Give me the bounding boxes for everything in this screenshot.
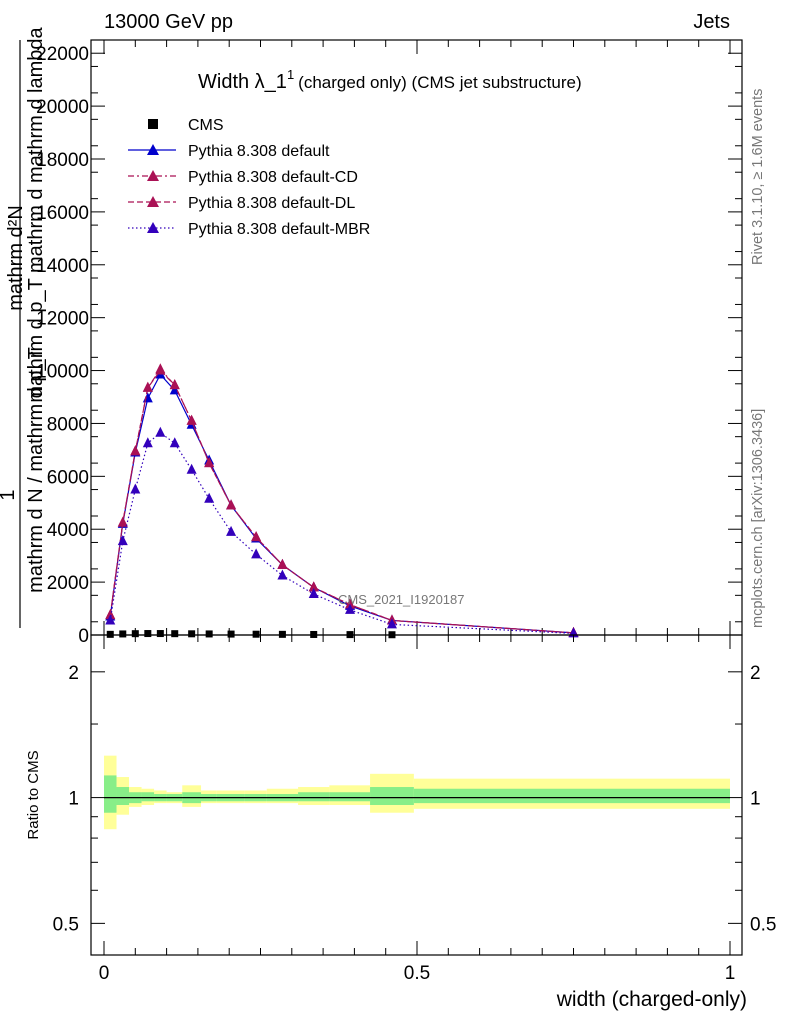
header-energy: 13000 GeV pp — [104, 11, 233, 33]
ratio-y-tick-label: 0.5 — [53, 914, 79, 935]
header-process: Jets — [693, 11, 730, 33]
series-point-4 — [277, 569, 288, 580]
legend-label: Pythia 8.308 default-DL — [188, 195, 355, 212]
x-tick-label: 0.5 — [404, 963, 430, 984]
series-point-4 — [251, 548, 262, 559]
x-tick-label: 1 — [725, 963, 736, 984]
inner-uncertainty-band — [370, 787, 414, 806]
cms-data-point — [106, 630, 114, 638]
legend-label: CMS — [188, 117, 224, 134]
inner-uncertainty-band — [298, 792, 330, 802]
series-point-4 — [308, 588, 319, 599]
series-point-3 — [308, 581, 319, 592]
y-tick-label: 0 — [78, 626, 89, 647]
series-point-3 — [204, 457, 215, 468]
cms-data-point — [144, 630, 152, 638]
rivet-version-label: Rivet 3.1.10, ≥ 1.6M events — [750, 89, 766, 265]
series-point-3 — [117, 516, 128, 527]
y-tick-label: 12000 — [36, 309, 89, 330]
series-point-4 — [142, 437, 153, 448]
inner-uncertainty-band — [104, 775, 117, 813]
series-point-3 — [226, 499, 237, 510]
legend-label: Pythia 8.308 default-MBR — [188, 221, 370, 238]
y-label-top-right: mathrm d p_T mathrm d mathrm d lambda — [25, 26, 47, 402]
main-data — [105, 363, 579, 639]
cms-data-point — [252, 630, 260, 638]
y-tick-label: 22000 — [36, 44, 89, 65]
legend-marker-cms — [148, 119, 158, 129]
y-tick-label: 8000 — [47, 414, 89, 435]
legend-marker-triangle — [147, 144, 159, 155]
series-point-1 — [169, 384, 180, 395]
cms-data-point — [119, 630, 127, 638]
ratio-y-tick-label-right: 0.5 — [750, 914, 776, 935]
y-tick-label: 4000 — [47, 520, 89, 541]
series-point-4 — [345, 603, 356, 614]
inner-uncertainty-band — [329, 792, 371, 802]
y-tick-label: 14000 — [36, 256, 89, 277]
ratio-y-tick-label: 1 — [68, 789, 79, 810]
mcplots-label: mcplots.cern.ch [arXiv:1306.3436] — [750, 409, 766, 628]
legend-label: Pythia 8.308 default — [188, 143, 330, 160]
cms-data-point — [171, 630, 179, 638]
y-tick-label: 18000 — [36, 150, 89, 171]
series-point-3 — [277, 558, 288, 569]
y-axis-label-main: mathrm d²N mathrm d p_T mathrm d mathrm … — [0, 26, 47, 628]
x-tick-label: 0 — [99, 963, 110, 984]
x-axis-label: width (charged-only) — [556, 988, 747, 1011]
series-point-4 — [386, 618, 397, 629]
y-tick-label: 20000 — [36, 97, 89, 118]
series-point-3 — [186, 414, 197, 425]
legend-marker-triangle — [147, 222, 159, 233]
y-label-bottom-left: 1 — [0, 489, 19, 500]
cms-data-point — [188, 630, 196, 638]
legend-marker-triangle — [147, 170, 159, 181]
ratio-y-tick-label: 2 — [68, 663, 79, 684]
series-point-3 — [251, 531, 262, 542]
legend-marker-triangle — [147, 196, 159, 207]
y-tick-label: 16000 — [36, 203, 89, 224]
cms-data-point — [227, 630, 235, 638]
cms-data-point — [156, 630, 164, 638]
series-point-4 — [130, 483, 141, 494]
y-tick-label: 10000 — [36, 362, 89, 383]
series-point-3 — [130, 445, 141, 456]
inner-uncertainty-band — [141, 792, 155, 802]
y-label-bottom-right: mathrm d N / mathrm d p_T — [25, 347, 47, 593]
cms-data-point — [205, 630, 213, 638]
inner-uncertainty-band — [116, 787, 130, 806]
legend-label: Pythia 8.308 default-CD — [188, 169, 358, 186]
analysis-watermark: CMS_2021_I1920187 — [338, 592, 465, 607]
ratio-y-label: Ratio to CMS — [25, 750, 42, 839]
main-axes: 0 2000 4000 6000 8000 10000 12000 14000 16000 180… — [36, 40, 742, 647]
y-tick-label: 6000 — [47, 467, 89, 488]
ratio-y-tick-label-right: 2 — [750, 663, 761, 684]
series-point-3 — [345, 598, 356, 609]
y-tick-label: 2000 — [47, 573, 89, 594]
chart-title: Width λ_11 (charged only) (CMS jet substr… — [198, 67, 582, 93]
legend: CMS Pythia 8.308 default Pythia 8.308 defa… — [128, 117, 370, 238]
ratio-axes: 0.5 0.5 1 1 2 2 0 0.5 1 — [53, 635, 776, 984]
cms-data-point — [278, 630, 286, 638]
inner-uncertainty-band — [413, 788, 730, 804]
series-point-4 — [155, 426, 166, 437]
series-point-4 — [226, 525, 237, 536]
series-line-3 — [109, 369, 574, 634]
cms-data-point — [131, 630, 139, 638]
series-point-3 — [142, 381, 153, 392]
series-point-4 — [169, 437, 180, 448]
series-point-4 — [186, 463, 197, 474]
y-label-top-left: mathrm d²N — [5, 205, 27, 311]
series-point-3 — [105, 609, 116, 620]
series-point-1 — [142, 392, 153, 403]
series-point-3 — [169, 379, 180, 390]
series-point-4 — [105, 614, 116, 625]
ratio-data — [104, 755, 730, 830]
series-point-4 — [117, 535, 128, 546]
series-point-3 — [155, 364, 166, 375]
ratio-y-tick-label-right: 1 — [750, 789, 761, 810]
series-point-4 — [204, 492, 215, 503]
